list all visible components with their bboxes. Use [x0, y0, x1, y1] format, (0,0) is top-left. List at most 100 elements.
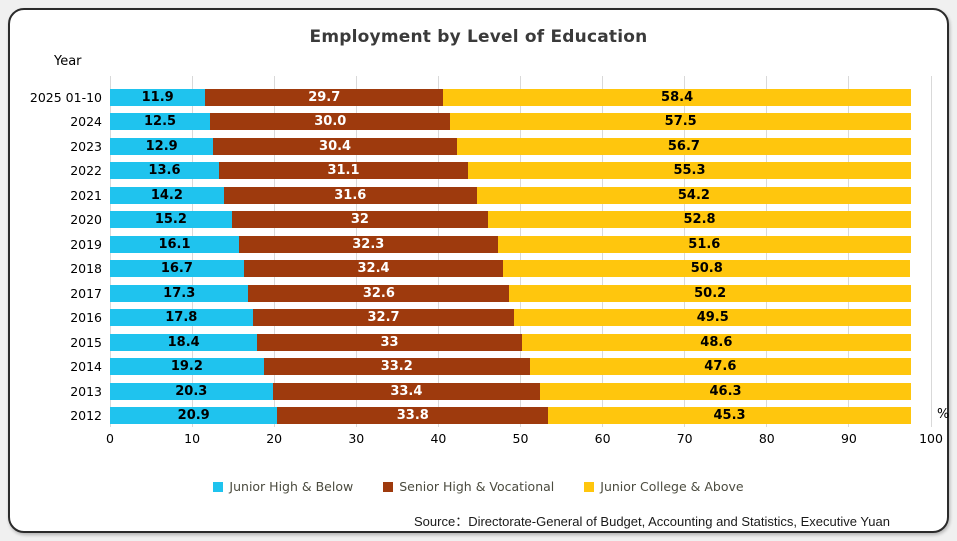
bar-value-label: 50.2	[694, 285, 727, 301]
bar-track: 20.3 33.4 46.3	[110, 382, 911, 400]
bar-segment: 32.7	[252, 309, 515, 327]
bar-track: 16.1 32.3 51.6	[110, 235, 911, 253]
row-label: 2020	[70, 212, 102, 228]
bar-segment: 13.6	[110, 162, 219, 180]
row-label: 2021	[70, 187, 102, 203]
bar-track: 12.5 30.0 57.5	[110, 113, 911, 131]
legend-label: Junior College & Above	[600, 479, 744, 494]
bar-value-label: 18.4	[167, 334, 200, 350]
y-axis-title: Year	[54, 54, 82, 69]
row-label: 2025 01-10	[29, 89, 102, 105]
bar-value-label: 31.1	[327, 163, 360, 179]
bar-track: 12.9 30.4 56.7	[110, 137, 911, 155]
x-tick-label: 70	[676, 431, 693, 446]
bar-row: 2023 12.9 30.4 56.7	[24, 134, 911, 159]
bar-value-label: 50.8	[690, 261, 723, 277]
bar-track: 20.9 33.8 45.3	[110, 407, 911, 425]
bar-value-label: 55.3	[673, 163, 706, 179]
row-label: 2013	[70, 383, 102, 399]
bar-segment: 29.7	[205, 88, 444, 106]
bar-value-label: 46.3	[709, 383, 742, 399]
bar-value-label: 30.0	[314, 114, 347, 130]
bar-value-label: 33	[380, 334, 399, 350]
legend-swatch-icon	[383, 481, 394, 492]
bar-track: 19.2 33.2 47.6	[110, 358, 911, 376]
legend-label: Junior High & Below	[229, 479, 354, 494]
bar-segment: 18.4	[110, 333, 258, 351]
bar-segment: 45.3	[548, 407, 911, 425]
bar-value-label: 11.9	[141, 89, 174, 105]
x-tick-label: 0	[106, 431, 114, 446]
bar-row: 2024 12.5 30.0 57.5	[24, 110, 911, 135]
bar-row: 2014 19.2 33.2 47.6	[24, 355, 911, 380]
bar-segment: 32.3	[238, 235, 498, 253]
bar-value-label: 32	[350, 212, 369, 228]
bar-segment: 32.4	[243, 260, 504, 278]
bar-value-label: 12.9	[145, 138, 178, 154]
legend-item: Junior High & Below	[213, 479, 353, 494]
x-tick-label: 90	[840, 431, 857, 446]
bar-segment: 50.2	[509, 284, 911, 302]
bar-value-label: 54.2	[677, 187, 710, 203]
bar-value-label: 16.7	[160, 261, 193, 277]
row-label: 2015	[70, 334, 102, 350]
bar-value-label: 17.8	[165, 310, 198, 326]
bar-segment: 19.2	[110, 358, 264, 376]
bar-value-label: 29.7	[308, 89, 341, 105]
bar-segment: 55.3	[468, 162, 911, 180]
chart-title: Employment by Level of Education	[309, 27, 648, 47]
bar-segment: 47.6	[529, 358, 911, 376]
legend-swatch-icon	[584, 481, 595, 492]
bar-row: 2020 15.2 32 52.8	[24, 208, 911, 233]
bar-value-label: 31.6	[334, 187, 367, 203]
legend-item: Senior High & Vocational	[383, 479, 554, 494]
row-label: 2014	[70, 359, 102, 375]
row-label: 2012	[70, 408, 102, 424]
bar-track: 16.7 32.4 50.8	[110, 260, 911, 278]
bar-value-label: 51.6	[688, 236, 721, 252]
row-label: 2022	[70, 163, 102, 179]
bar-segment: 30.0	[210, 113, 451, 131]
row-label: 2016	[70, 310, 102, 326]
bar-segment: 20.3	[110, 382, 273, 400]
bar-segment: 56.7	[456, 137, 911, 155]
bar-segment: 30.4	[213, 137, 457, 155]
bar-value-label: 30.4	[319, 138, 352, 154]
x-tick-label: 30	[348, 431, 365, 446]
bar-rows: 2025 01-10 11.9 29.7 58.4 2024 12.5 30.0 57.5 20…	[24, 85, 911, 428]
bar-segment: 31.6	[223, 186, 477, 204]
bar-value-label: 45.3	[713, 408, 746, 424]
bar-segment: 16.1	[110, 235, 239, 253]
bar-track: 11.9 29.7 58.4	[110, 88, 911, 106]
source-note: Source：Directorate-General of Budget, Ac…	[414, 514, 890, 529]
x-tick-label: 40	[430, 431, 447, 446]
legend-swatch-icon	[213, 481, 224, 492]
bar-segment: 33.8	[277, 407, 549, 425]
bar-value-label: 20.3	[175, 383, 208, 399]
bar-track: 14.2 31.6 54.2	[110, 186, 911, 204]
bar-row: 2019 16.1 32.3 51.6	[24, 232, 911, 257]
legend: Junior High & Below Senior High & Vocatio…	[10, 479, 947, 494]
chart-card: Employment by Level of Education Year 20…	[8, 8, 949, 533]
bar-segment: 57.5	[450, 113, 911, 131]
bar-row: 2018 16.7 32.4 50.8	[24, 257, 911, 282]
bar-value-label: 57.5	[664, 114, 697, 130]
bar-track: 18.4 33 48.6	[110, 333, 911, 351]
bar-value-label: 56.7	[667, 138, 700, 154]
bar-row: 2016 17.8 32.7 49.5	[24, 306, 911, 331]
bar-row: 2017 17.3 32.6 50.2	[24, 281, 911, 306]
bar-value-label: 16.1	[158, 236, 191, 252]
bar-value-label: 32.6	[362, 285, 395, 301]
bar-track: 17.8 32.7 49.5	[110, 309, 911, 327]
bar-segment: 46.3	[540, 382, 911, 400]
x-tick-label: 10	[184, 431, 201, 446]
bar-value-label: 13.6	[148, 163, 181, 179]
x-tick-label: 20	[266, 431, 283, 446]
bar-track: 13.6 31.1 55.3	[110, 162, 911, 180]
bar-value-label: 48.6	[700, 334, 733, 350]
bar-segment: 32	[231, 211, 489, 229]
legend-item: Junior College & Above	[584, 479, 744, 494]
bar-value-label: 15.2	[154, 212, 187, 228]
x-tick-label: 100	[919, 431, 943, 446]
x-tick-label: 80	[758, 431, 775, 446]
